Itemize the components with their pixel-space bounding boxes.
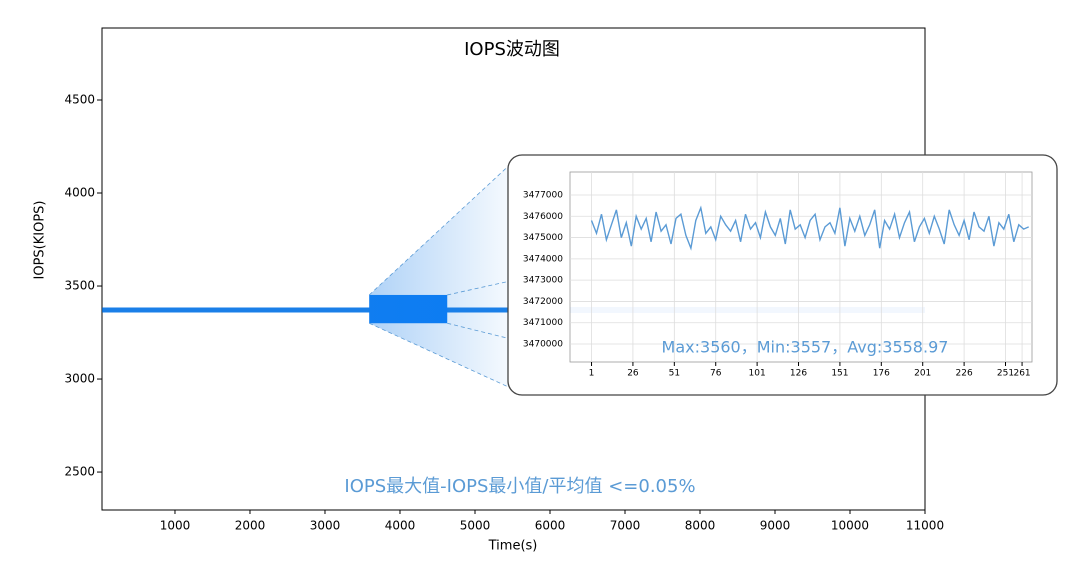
y-tick-label: 3500 [64,279,95,293]
faint-band [570,307,925,313]
y-tick-label: 3470000 [523,340,563,350]
x-tick-label: 2000 [235,519,266,533]
x-tick-label: 226 [956,369,973,379]
y-tick-label: 3471000 [523,318,563,328]
x-tick-label: 5000 [460,519,491,533]
y-tick-label: 4500 [64,92,95,106]
x-tick-label: 10000 [831,519,869,533]
x-tick-label: 151 [831,369,848,379]
y-tick-label: 3475000 [523,233,563,243]
x-tick-label: 9000 [760,519,791,533]
zoom-line [447,322,516,341]
x-axis-label: Time(s) [488,539,538,554]
zoom-cone [369,160,515,390]
x-tick-label: 7000 [610,519,641,533]
y-tick-label: 3477000 [523,190,563,200]
x-tick-label: 51 [669,369,680,379]
x-tick-label: 126 [790,369,807,379]
zoom-line [368,159,516,296]
x-tick-label: 1000 [160,519,191,533]
chart-title: IOPS波动图 [464,39,560,60]
x-tick-label: 76 [710,369,722,379]
x-tick-label: 176 [873,369,890,379]
inset-frame [569,171,1033,363]
x-tick-label: 261 [1013,369,1030,379]
x-tick-label: 201 [914,369,931,379]
x-tick-label: 3000 [310,519,341,533]
y-axis-label: IOPS(KIOPS) [33,201,48,280]
zoom-line [447,279,516,296]
y-tick-label: 2500 [64,465,95,479]
x-tick-label: 26 [627,369,639,379]
y-tick-label: 3476000 [523,212,563,222]
y-tick-label: 3474000 [523,254,563,264]
annotation: IOPS最大值-IOPS最小值/平均值 <=0.05% [344,476,695,497]
y-tick-label: 3472000 [523,297,563,307]
inset-box [507,154,1058,396]
x-tick-label: 11000 [906,519,944,533]
x-tick-label: 1 [589,369,595,379]
zoom-line [369,322,516,391]
y-tick-label: 3473000 [523,276,563,286]
y-tick-label: 3000 [64,372,95,386]
x-tick-label: 8000 [685,519,716,533]
x-tick-label: 4000 [385,519,416,533]
x-tick-label: 251 [997,369,1014,379]
inset-annotation: Max:3560，Min:3557，Avg:3558.97 [662,338,949,357]
x-tick-label: 101 [749,369,766,379]
y-tick-label: 4000 [64,186,95,200]
data-line [590,205,1029,251]
x-tick-label: 6000 [535,519,566,533]
